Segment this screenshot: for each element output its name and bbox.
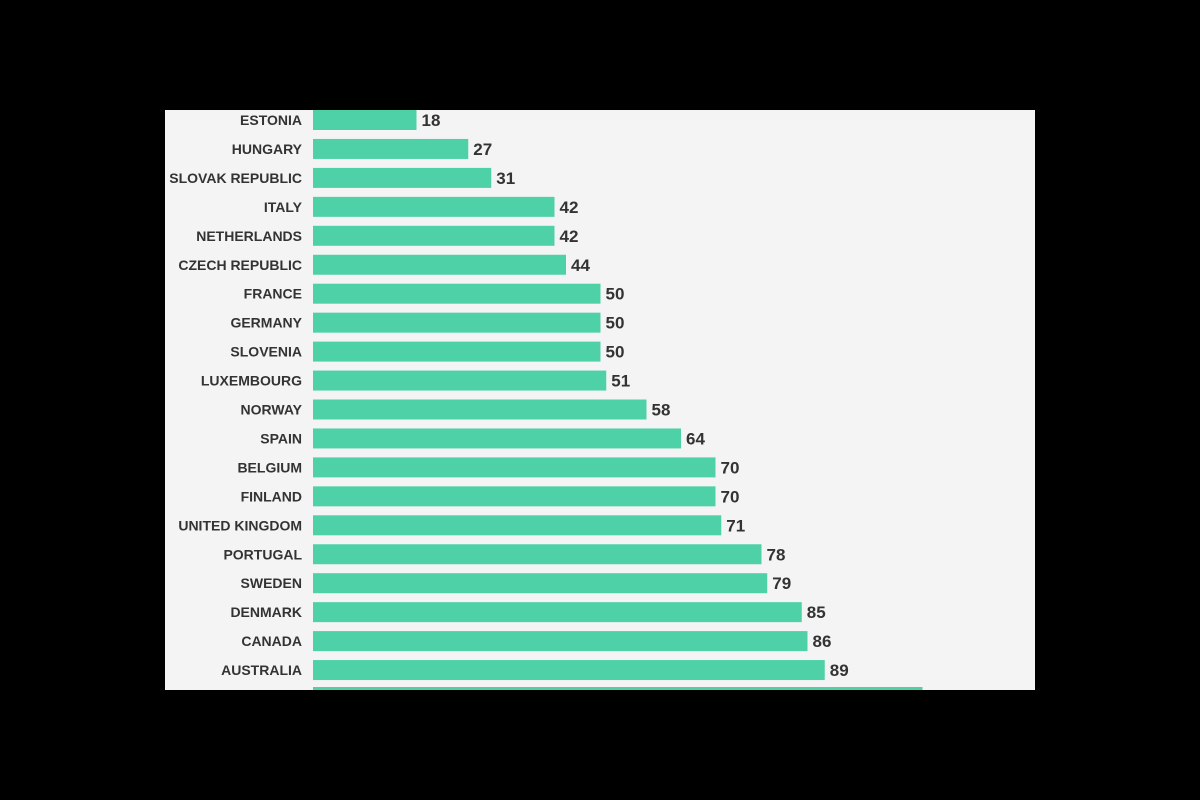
value-label: 42	[560, 227, 579, 246]
bar	[313, 167, 492, 188]
value-label: 50	[606, 314, 625, 333]
category-label: CZECH REPUBLIC	[178, 257, 302, 273]
value-label: 31	[496, 169, 515, 188]
category-label: FINLAND	[241, 488, 302, 504]
category-label: LUXEMBOURG	[201, 373, 302, 389]
bar	[313, 110, 417, 130]
bar	[313, 602, 802, 623]
value-label: 71	[726, 516, 745, 535]
value-label: 18	[422, 111, 441, 130]
bar	[313, 428, 681, 449]
chart-panel: ESTONIA 18 HUNGARY 27 SLOVAK REPUBLIC 31 ITALY…	[165, 110, 1035, 690]
category-label: CANADA	[241, 633, 302, 649]
bar	[313, 660, 825, 681]
bar	[313, 573, 768, 594]
value-label: 86	[813, 632, 832, 651]
value-label: 85	[807, 603, 826, 622]
value-label: 70	[721, 458, 740, 477]
bar	[313, 457, 716, 478]
value-label: 79	[772, 574, 791, 593]
value-label: 42	[560, 198, 579, 217]
category-label: HUNGARY	[232, 141, 303, 157]
category-label: PORTUGAL	[223, 546, 302, 562]
category-label: NETHERLANDS	[196, 228, 302, 244]
bar-partial	[313, 687, 923, 690]
category-label: GERMANY	[230, 315, 302, 331]
bar	[313, 631, 808, 652]
value-label: 64	[686, 429, 705, 448]
value-label: 78	[767, 545, 786, 564]
bar	[313, 544, 762, 565]
category-label: ESTONIA	[240, 112, 302, 128]
value-label: 89	[830, 661, 849, 680]
category-label: ITALY	[264, 199, 303, 215]
bar	[313, 196, 555, 217]
value-label: 50	[606, 343, 625, 362]
category-label: NORWAY	[241, 402, 303, 418]
value-label: 27	[473, 140, 492, 159]
bar	[313, 515, 722, 536]
category-label: BELGIUM	[237, 459, 302, 475]
category-label: DENMARK	[230, 604, 302, 620]
category-label: SPAIN	[260, 430, 302, 446]
value-label: 58	[652, 401, 671, 420]
bar	[313, 399, 647, 420]
bar	[313, 283, 601, 304]
category-label: AUSTRALIA	[221, 662, 302, 678]
bar	[313, 138, 469, 159]
category-label: SLOVENIA	[230, 344, 302, 360]
category-label: FRANCE	[244, 286, 302, 302]
category-label: SWEDEN	[241, 575, 302, 591]
value-label: 70	[721, 487, 740, 506]
bar	[313, 254, 566, 275]
category-label: UNITED KINGDOM	[178, 517, 302, 533]
bar	[313, 225, 555, 246]
bar	[313, 370, 607, 391]
value-label: 51	[611, 372, 630, 391]
value-label: 50	[606, 285, 625, 304]
bar-chart: ESTONIA 18 HUNGARY 27 SLOVAK REPUBLIC 31 ITALY…	[169, 110, 923, 690]
bar	[313, 341, 601, 362]
bar	[313, 312, 601, 333]
value-label: 44	[571, 256, 590, 275]
bar	[313, 486, 716, 507]
category-label: SLOVAK REPUBLIC	[169, 170, 302, 186]
